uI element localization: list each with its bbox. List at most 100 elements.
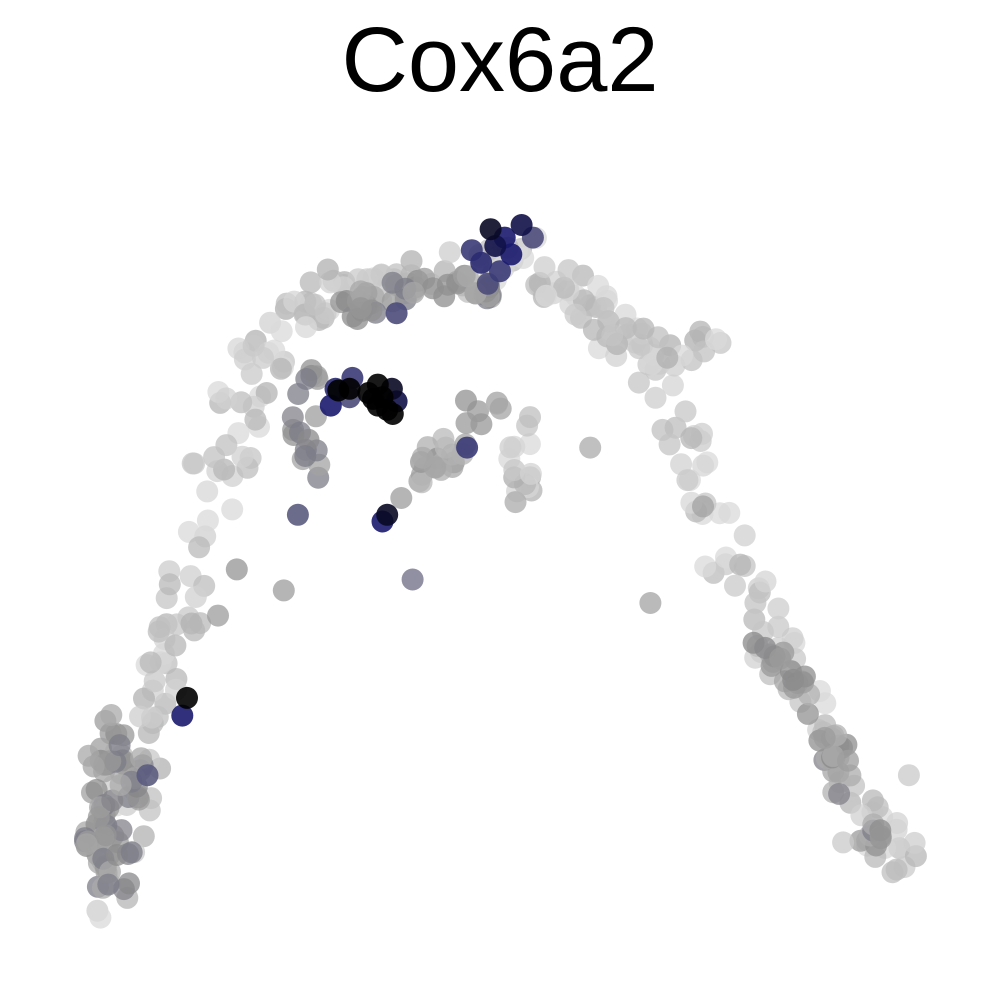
- data-point: [676, 469, 699, 492]
- data-point: [661, 374, 684, 397]
- data-point: [255, 382, 278, 404]
- data-point: [184, 586, 207, 608]
- data-point: [499, 436, 522, 459]
- data-point: [221, 498, 244, 521]
- data-point: [272, 579, 295, 602]
- data-point: [381, 271, 404, 294]
- data-point: [582, 318, 605, 341]
- data-point: [579, 436, 602, 459]
- data-point: [869, 827, 892, 850]
- data-point: [133, 687, 155, 710]
- data-point: [82, 755, 105, 778]
- data-point: [456, 436, 479, 459]
- data-point: [196, 480, 219, 503]
- data-point: [94, 824, 117, 847]
- data-point: [136, 764, 159, 787]
- data-point: [147, 620, 170, 643]
- data-point: [295, 368, 318, 390]
- data-point: [705, 328, 727, 351]
- data-point: [118, 872, 140, 895]
- data-point: [718, 501, 741, 524]
- data-point: [601, 324, 624, 347]
- data-point: [139, 651, 162, 674]
- data-point: [627, 371, 650, 394]
- data-point: [100, 704, 123, 726]
- data-point: [270, 320, 293, 343]
- data-point: [828, 782, 851, 805]
- data-point: [304, 293, 326, 316]
- chart-title: Cox6a2: [341, 9, 659, 111]
- data-point: [796, 702, 819, 725]
- data-point: [269, 357, 292, 380]
- data-point: [97, 873, 120, 896]
- data-point: [658, 433, 681, 456]
- data-point: [793, 665, 816, 688]
- data-point: [196, 509, 219, 532]
- data-point: [694, 555, 717, 578]
- data-point: [533, 256, 556, 279]
- data-point: [754, 570, 777, 593]
- data-point: [295, 316, 317, 339]
- data-point: [164, 634, 187, 657]
- data-point: [503, 459, 526, 481]
- data-point: [769, 647, 792, 670]
- data-point: [724, 574, 746, 597]
- data-point: [832, 831, 855, 854]
- data-point: [294, 445, 317, 467]
- data-point: [207, 604, 229, 627]
- data-point: [767, 615, 790, 638]
- data-point: [479, 218, 502, 241]
- data-point: [176, 686, 198, 709]
- data-point: [231, 445, 254, 468]
- data-point: [813, 726, 836, 749]
- data-point: [897, 764, 920, 787]
- data-point: [390, 487, 413, 509]
- data-point: [215, 387, 238, 410]
- data-point: [470, 251, 493, 274]
- data-point: [349, 280, 372, 303]
- data-point: [215, 434, 238, 457]
- data-point: [225, 558, 248, 581]
- data-point: [299, 271, 322, 294]
- data-point: [132, 825, 155, 848]
- data-point: [421, 277, 444, 300]
- data-point: [99, 750, 122, 773]
- data-point: [316, 258, 339, 281]
- data-point: [75, 833, 98, 856]
- data-point: [674, 400, 697, 423]
- data-point: [656, 346, 679, 369]
- data-point: [188, 536, 211, 559]
- data-point: [504, 491, 527, 514]
- data-point: [120, 841, 143, 864]
- data-point: [338, 377, 361, 400]
- data-point: [767, 597, 790, 620]
- data-point: [692, 495, 714, 518]
- data-point: [632, 317, 655, 340]
- data-point: [130, 747, 153, 770]
- data-point: [886, 812, 909, 834]
- data-point: [535, 284, 558, 307]
- data-point: [286, 503, 309, 526]
- data-point: [158, 573, 181, 596]
- data-point: [903, 831, 926, 854]
- data-point: [733, 524, 756, 547]
- data-point: [484, 235, 507, 257]
- data-point: [244, 408, 267, 431]
- data-point: [885, 858, 908, 881]
- data-point: [349, 297, 372, 320]
- data-point: [456, 265, 479, 288]
- data-point: [455, 412, 478, 435]
- data-point: [183, 619, 206, 642]
- data-point: [744, 591, 767, 614]
- data-point: [108, 734, 131, 757]
- data-point: [557, 259, 580, 282]
- data-point: [519, 406, 541, 429]
- data-point: [423, 456, 446, 479]
- data-point: [410, 471, 433, 494]
- data-point: [692, 454, 715, 477]
- data-point: [402, 281, 425, 304]
- data-point: [489, 260, 511, 283]
- data-point: [87, 806, 110, 829]
- data-point: [510, 214, 533, 236]
